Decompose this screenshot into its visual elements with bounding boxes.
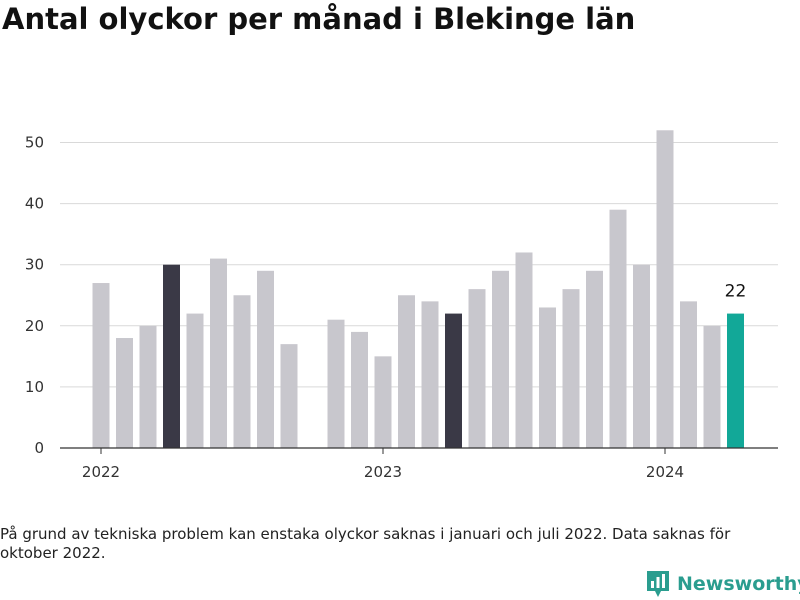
- bar-2023-08: [539, 307, 556, 448]
- bar-2023-03: [421, 301, 439, 448]
- bar-2023-02: [398, 295, 415, 448]
- axes: 0 10 20 30 40 50 2022 2023 2024: [25, 134, 778, 481]
- y-tick-label: 50: [25, 134, 44, 152]
- bar-value-label: 22: [725, 282, 747, 302]
- data-labels: 22: [725, 282, 747, 302]
- y-tick-label: 0: [34, 439, 44, 457]
- bar-chart: 0 10 20 30 40 50 2022 2023 2024 22: [25, 130, 778, 481]
- bar-2022-09: [280, 344, 298, 448]
- bar-2024-01: [656, 130, 674, 448]
- bar-2023-12: [633, 264, 650, 448]
- bar-2023-04: [445, 313, 462, 448]
- footnote: På grund av tekniska problem kan enstaka…: [0, 525, 731, 562]
- x-tick-label: 2024: [646, 463, 684, 481]
- y-tick-label: 10: [25, 378, 44, 396]
- bar-2022-01: [92, 283, 110, 448]
- bar-2022-11: [327, 319, 345, 448]
- bar-2022-12: [351, 331, 368, 448]
- bar-2023-07: [515, 252, 533, 448]
- bar-2022-08: [257, 270, 274, 448]
- bar-2024-04: [727, 313, 744, 448]
- bar-2023-10: [586, 270, 603, 448]
- bars: [92, 130, 744, 448]
- x-tick-label: 2023: [364, 463, 402, 481]
- bar-2022-02: [116, 338, 133, 448]
- x-tick-label: 2022: [82, 463, 120, 481]
- bar-2022-06: [210, 258, 227, 448]
- bar-2023-09: [562, 289, 580, 448]
- bar-2023-05: [468, 289, 486, 448]
- y-tick-label: 40: [25, 195, 44, 213]
- chart-title: Antal olyckor per månad i Blekinge län: [2, 2, 636, 36]
- brand-name: Newsworthy: [677, 573, 800, 595]
- y-tick-label: 30: [25, 256, 44, 274]
- bar-2023-11: [609, 209, 627, 448]
- bar-2023-06: [492, 270, 509, 448]
- bar-2022-07: [233, 295, 251, 448]
- bar-chart-pin-icon: [647, 571, 669, 597]
- bar-2024-03: [703, 325, 721, 448]
- y-tick-label: 20: [25, 317, 44, 335]
- bar-2024-02: [680, 301, 697, 448]
- bar-2022-04: [163, 264, 180, 448]
- bar-2022-05: [186, 313, 204, 448]
- bar-2023-01: [374, 356, 392, 448]
- newsworthy-logo: Newsworthy: [645, 569, 800, 599]
- bar-2022-03: [139, 325, 157, 448]
